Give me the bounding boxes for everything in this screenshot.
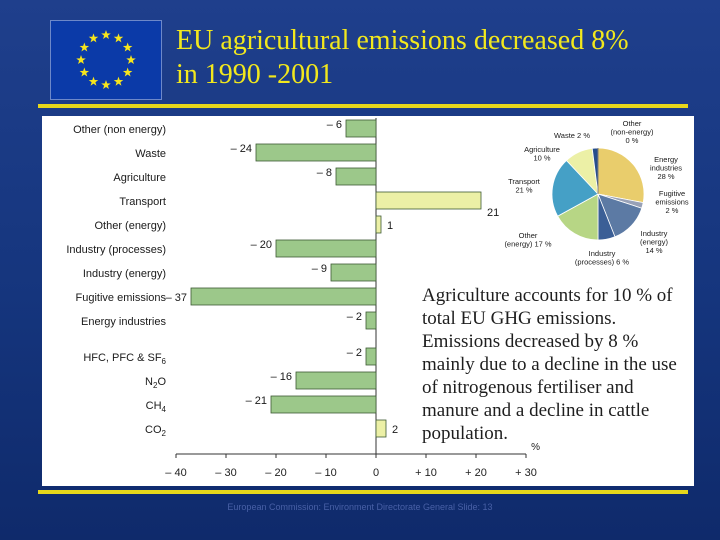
eu-star	[101, 30, 111, 40]
bar-ch4	[270, 395, 377, 414]
eu-star	[79, 42, 90, 52]
eu-star	[101, 80, 111, 90]
bar-value-label: – 16	[271, 371, 292, 383]
eu-flag-logo	[50, 20, 162, 100]
pie-slice-waste	[591, 147, 599, 195]
bar-transport	[375, 191, 482, 210]
category-label: Industry (processes)	[66, 244, 166, 256]
x-tick-label: + 10	[415, 467, 437, 479]
pie-slice-other-energy-	[557, 193, 599, 241]
eu-star	[76, 55, 86, 65]
eu-star	[113, 76, 124, 86]
category-label: N2O	[145, 376, 166, 390]
x-tick-label: – 20	[265, 467, 286, 479]
eu-star	[113, 33, 124, 43]
bar-value-label: – 2	[347, 311, 362, 323]
title-line-1: EU agricultural emissions decreased 8%	[176, 25, 629, 56]
pie-label: Transport 21 %	[508, 177, 541, 195]
bar-other-energy-	[375, 215, 382, 234]
bar-value-label: – 24	[231, 143, 252, 155]
bar-value-label: – 2	[347, 347, 362, 359]
bar-value-label: – 37	[166, 292, 187, 304]
pie-label: Fugitive emissions 2 %	[655, 189, 689, 215]
x-tick-label: – 10	[315, 467, 336, 479]
category-label: HFC, PFC & SF6	[83, 352, 166, 366]
agriculture-note: Agriculture accounts for 10 % of total E…	[422, 285, 677, 444]
chart-panel: – 40 – 30 – 20 – 10 0 + 10 + 20 + 30% Other (non…	[42, 116, 694, 486]
eu-star	[79, 67, 90, 77]
eu-star	[88, 76, 99, 86]
pie-label: Industry (processes) 6 %	[575, 249, 630, 267]
bar-other-non-energy-	[345, 119, 377, 138]
bar-value-label: 21	[487, 207, 499, 219]
category-label: Agriculture	[113, 172, 166, 184]
bar-n2o	[295, 371, 377, 390]
bar-value-label: – 6	[327, 119, 342, 131]
bar-energy-industries	[365, 311, 377, 330]
pie-slice-energy-industries	[597, 147, 645, 204]
x-tick-label: + 20	[465, 467, 487, 479]
bar-waste	[255, 143, 377, 162]
x-tick-label: 0	[373, 467, 379, 479]
pie-label: Other (energy) 17 %	[504, 231, 551, 249]
category-label: Energy industries	[81, 316, 166, 328]
bar-value-label: 1	[387, 220, 393, 232]
bar-hfc-pfc-sf6	[365, 347, 377, 366]
eu-star	[122, 67, 133, 77]
bar-industry-processes-	[275, 239, 377, 258]
bar-value-label: – 21	[246, 395, 267, 407]
bar-industry-energy-	[330, 263, 377, 282]
emissions-pie-chart: Other (non-energy) 0 % Waste 2 % Agriculture…	[504, 119, 689, 267]
bar-value-label: 2	[392, 424, 398, 436]
title-line-2: in 1990 -2001	[176, 59, 334, 90]
pie-label: Other (non-energy) 0 %	[611, 119, 654, 145]
pie-label: Agriculture 10 %	[524, 145, 560, 163]
category-label: Transport	[119, 196, 166, 208]
bar-agriculture	[335, 167, 377, 186]
slide-footer: European Commission: Environment Directo…	[227, 502, 493, 512]
category-label: Other (non energy)	[73, 124, 166, 136]
bar-value-label: – 9	[312, 263, 327, 275]
pie-label: Waste 2 %	[554, 131, 590, 140]
slide-title: EU agricultural emissions decreased 8% i…	[176, 24, 696, 92]
footer-divider	[38, 490, 688, 494]
x-tick-label: – 30	[215, 467, 236, 479]
eu-star	[88, 33, 99, 43]
eu-star	[122, 42, 133, 52]
bar-value-label: – 20	[251, 239, 272, 251]
eu-stars-icon	[76, 30, 136, 90]
pie-label: Industry (energy) 14 %	[640, 229, 668, 255]
emissions-bar-chart: – 40 – 30 – 20 – 10 0 + 10 + 20 + 30% Other (non…	[66, 118, 540, 479]
category-label: Industry (energy)	[83, 268, 166, 280]
bar-co2	[375, 419, 387, 438]
x-unit-label: %	[531, 442, 540, 453]
category-label: CO2	[145, 424, 167, 438]
title-divider	[38, 104, 688, 108]
eu-star	[126, 55, 136, 65]
bar-fugitive-emissions	[190, 287, 377, 306]
bar-value-label: – 8	[317, 167, 332, 179]
category-label: CH4	[146, 400, 167, 414]
x-tick-label: – 40	[165, 467, 186, 479]
category-label: Other (energy)	[94, 220, 166, 232]
x-tick-label: + 30	[515, 467, 537, 479]
pie-slice-transport	[551, 159, 599, 217]
pie-label: Energy industries 28 %	[650, 155, 682, 181]
category-label: Waste	[135, 148, 166, 160]
category-label: Fugitive emissions	[76, 292, 167, 304]
